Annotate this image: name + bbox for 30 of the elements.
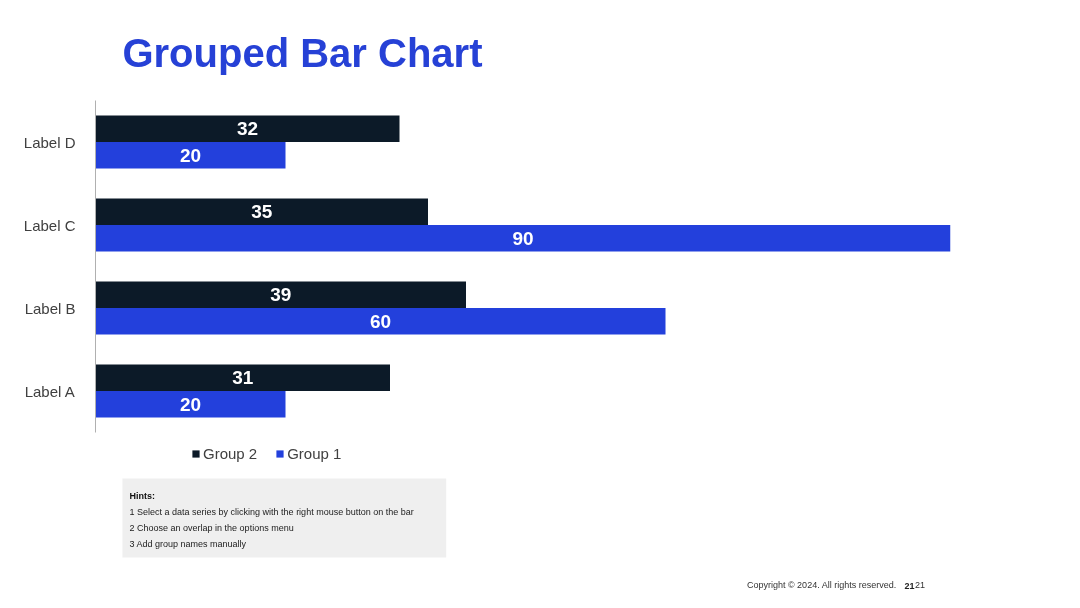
bar xyxy=(95,225,951,252)
text: 2 Choose an overlap in the options menu xyxy=(129,522,294,533)
data-label: 39 xyxy=(270,284,292,306)
y-tick-label: Label A xyxy=(24,382,75,400)
y-tick-label: Label D xyxy=(23,133,76,151)
bar xyxy=(95,198,428,225)
data-label: 20 xyxy=(179,144,202,166)
data-label: 31 xyxy=(232,367,254,389)
bar xyxy=(95,364,390,391)
text: 21 xyxy=(914,579,925,590)
text: 1 Select a data series by clicking with the right mouse button on the bar xyxy=(129,506,414,517)
text: Copyright © 2024. All rights reserved. xyxy=(746,579,897,590)
data-label: 90 xyxy=(512,227,534,249)
chart-title: Grouped Bar Chart xyxy=(122,30,483,75)
legend-label: Group 2 xyxy=(203,445,258,462)
legend-label: Group 1 xyxy=(287,445,342,462)
bar xyxy=(95,142,286,169)
bar xyxy=(95,391,286,418)
bar xyxy=(95,115,400,142)
bar xyxy=(95,281,466,308)
data-label: 35 xyxy=(251,201,273,223)
y-tick-label: Label B xyxy=(24,299,76,317)
bar xyxy=(95,308,666,335)
data-label: 60 xyxy=(369,310,392,332)
data-label: 32 xyxy=(236,118,259,140)
text: 21 xyxy=(904,580,915,591)
text: Hints: xyxy=(129,490,156,501)
y-tick-label: Label C xyxy=(23,216,76,234)
data-label: 20 xyxy=(179,393,202,415)
text: 3 Add group names manually xyxy=(129,538,247,549)
